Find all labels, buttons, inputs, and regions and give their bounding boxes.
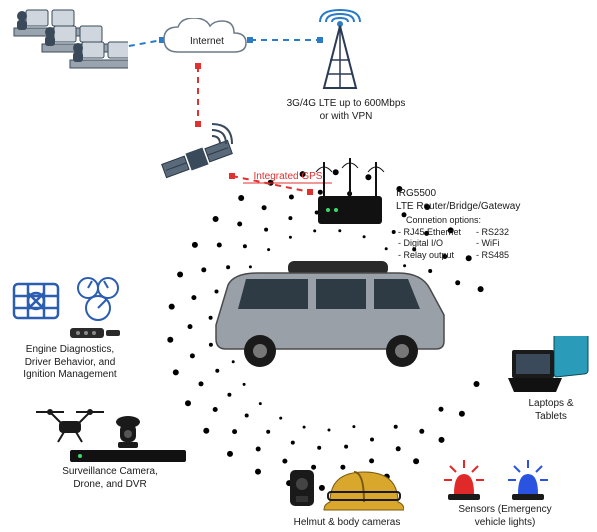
router-icon <box>310 156 390 232</box>
helmetLabel: Helmut & body cameras <box>292 517 402 530</box>
sirensLabel: Sensors (Emergencyvehicle lights) <box>440 504 570 529</box>
conn-options: - RJ45 Ethernet- RS232- Digital I/O- WiF… <box>398 227 568 261</box>
gpsLabel: Integrated GPS <box>243 171 333 184</box>
satellite-icon <box>160 122 234 196</box>
towerLabel: 3G/4G LTE up to 600Mbpsor with VPN <box>276 98 416 123</box>
engine-diagnostics-icon <box>8 274 126 344</box>
sirens-icon <box>442 458 562 502</box>
vehicle-icon <box>198 255 458 375</box>
laptopsLabel: Laptops &Tablets <box>514 398 588 423</box>
cell-tower-icon <box>310 6 370 92</box>
droneLabel: Surveillance Camera,Drone, and DVR <box>30 466 190 491</box>
router-title: IRG5500LTE Router/Bridge/Gateway <box>396 188 546 213</box>
operators-icon <box>8 6 128 96</box>
helmet-bodycam-icon <box>284 462 404 516</box>
laptops-tablets-icon <box>508 336 592 396</box>
engineLabel: Engine Diagnostics,Driver Behavior, andI… <box>4 344 136 382</box>
internet-label: Internet <box>180 36 234 49</box>
surveillance-icon <box>30 402 190 462</box>
conn-title: Connetion options: <box>406 215 526 226</box>
